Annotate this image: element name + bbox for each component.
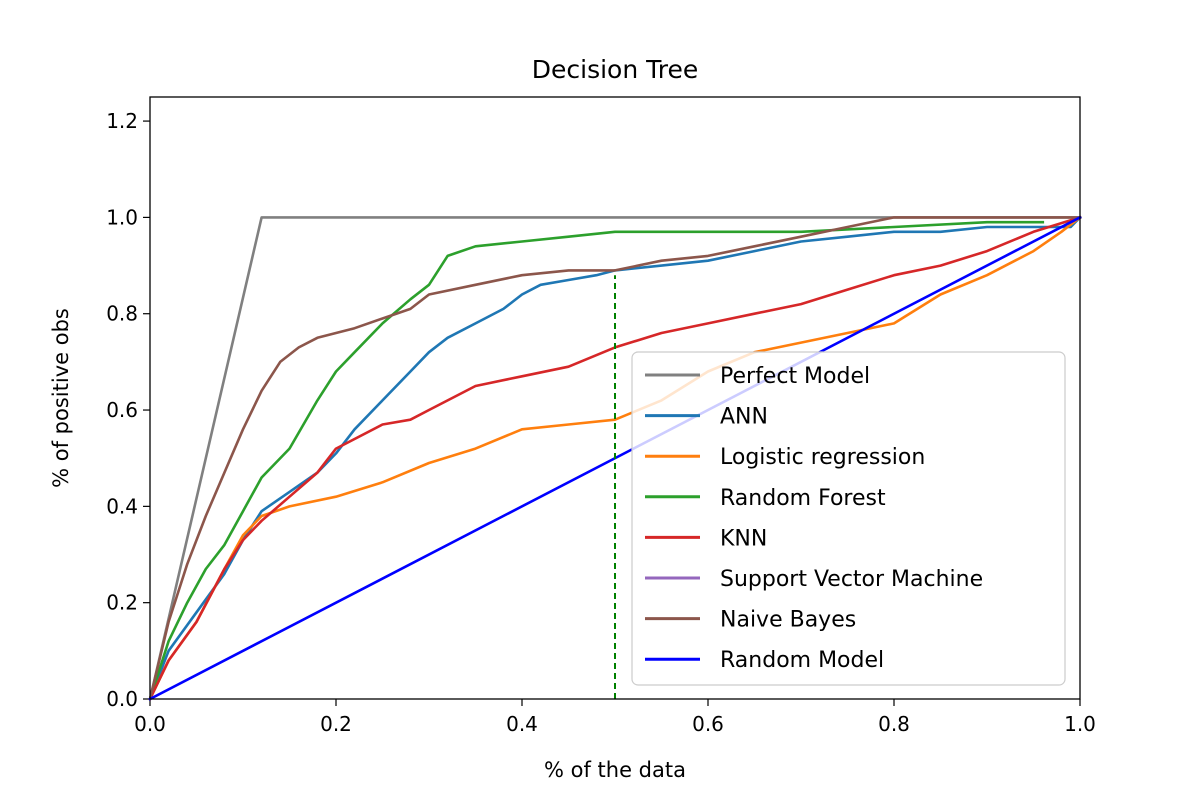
series-line-knn [148,215,1082,701]
y-tick-label: 0.4 [106,494,138,518]
y-tick-label: 0.8 [106,302,138,326]
series-layer [148,215,1082,701]
legend-label-random-model: Random Model [720,648,884,673]
y-tick-label: 1.2 [106,109,138,133]
x-tick-label: 0.2 [320,712,352,736]
y-tick-label: 1.0 [106,205,138,229]
legend: Perfect Model ANN Logistic regression Rando… [631,351,1066,686]
series-line-naive-bayes [148,216,1082,701]
legend-label-naive-bayes: Naive Bayes [720,608,856,633]
legend-label-logistic-regression: Logistic regression [720,445,925,470]
y-tick-label: 0.6 [106,398,138,422]
legend-label-knn: KNN [720,526,767,551]
y-tick-label: 0.2 [106,591,138,615]
legend-label-ann: ANN [720,405,768,430]
series-line-ann [148,215,1082,701]
y-axis-title: % of positive obs [49,308,73,488]
series-line-random-forest [148,220,1045,701]
y-tick-label: 0.0 [106,687,138,711]
legend-box [631,351,1066,686]
x-tick-label: 0.0 [134,712,166,736]
x-axis-title: % of the data [544,758,686,782]
legend-label-perfect-model: Perfect Model [720,364,870,389]
legend-label-support-vector-machine: Support Vector Machine [720,567,983,592]
x-tick-label: 0.4 [506,712,538,736]
chart-title: Decision Tree [532,55,698,84]
plot-frame [149,96,1081,700]
x-tick-label: 0.6 [692,712,724,736]
x-tick-label: 0.8 [878,712,910,736]
x-tick-label: 1.0 [1064,712,1096,736]
legend-label-random-forest: Random Forest [720,486,886,511]
series-line-logistic-regression [148,215,1082,701]
axis-ticks: 0.0 0.2 0.4 0.6 0.8 1.0 0.0 0.2 0.4 0.6 0.8 1.0 1.2 [106,109,1096,736]
series-line-perfect-model [148,216,1082,701]
